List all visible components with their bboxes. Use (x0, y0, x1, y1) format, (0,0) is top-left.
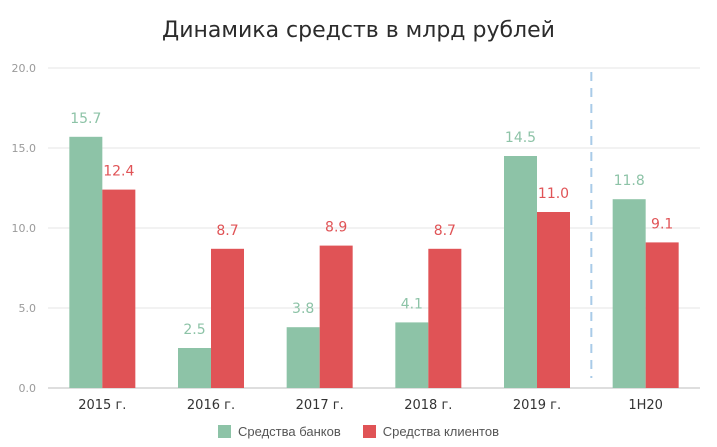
y-tick-label: 10.0 (12, 222, 37, 235)
data-label: 14.5 (505, 130, 536, 146)
y-tick-label: 5.0 (19, 302, 37, 315)
legend-item-banks: Средства банков (218, 424, 341, 439)
legend-label-banks: Средства банков (238, 424, 341, 439)
data-label: 12.4 (103, 164, 134, 180)
x-tick-label: 2017 г. (296, 398, 344, 413)
data-label: 8.7 (216, 223, 238, 239)
x-tick-label: 2015 г. (78, 398, 126, 413)
bar (428, 248, 462, 388)
bar (69, 136, 103, 388)
legend-item-clients: Средства клиентов (362, 424, 499, 439)
legend-label-clients: Средства клиентов (382, 424, 499, 439)
data-label: 11.8 (614, 173, 645, 189)
bar (504, 156, 537, 388)
legend: Средства банков Средства клиентов (0, 424, 717, 439)
y-tick-label: 20.0 (12, 62, 37, 75)
bar (537, 212, 570, 388)
bar (645, 242, 679, 388)
x-tick-label: 1H20 (628, 398, 663, 413)
legend-swatch-clients (362, 425, 376, 438)
bar (319, 245, 353, 388)
data-label: 2.5 (183, 322, 205, 338)
bar (102, 189, 136, 388)
x-tick-label: 2016 г. (187, 398, 235, 413)
data-label: 8.9 (325, 220, 347, 236)
x-tick-label: 2019 г. (513, 398, 561, 413)
legend-swatch-banks (218, 425, 231, 438)
x-tick-label: 2018 г. (404, 398, 452, 413)
y-tick-label: 15.0 (12, 142, 37, 155)
data-label: 4.1 (401, 296, 423, 312)
data-label: 11.0 (538, 186, 569, 202)
bar (211, 248, 244, 388)
data-label: 15.7 (70, 111, 101, 127)
chart-title: Динамика средств в млрд рублей (162, 18, 555, 43)
bar (395, 322, 429, 388)
data-label: 3.8 (292, 301, 314, 317)
bar (286, 327, 320, 388)
y-tick-label: 0.0 (19, 382, 37, 395)
bar (612, 199, 646, 388)
data-label: 9.1 (651, 216, 673, 232)
data-label: 8.7 (434, 223, 456, 239)
bar (178, 348, 211, 388)
